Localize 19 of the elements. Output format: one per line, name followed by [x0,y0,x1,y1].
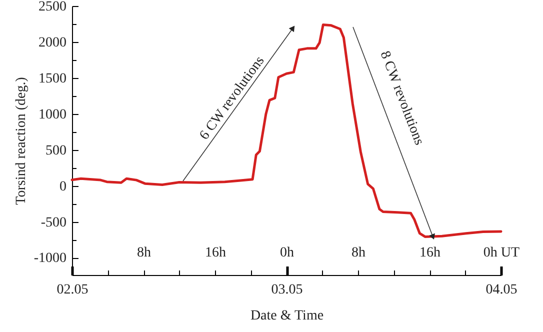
y-tick-label: 500 [46,143,66,158]
y-tick-label: 2500 [38,0,66,14]
y-tick-label: 1000 [38,107,66,122]
y-tick-label: -1000 [34,251,66,266]
y-tick-label: 0 [60,179,66,194]
x2-tick-label: 8h [352,246,366,260]
x2-tick-label: 0h [280,246,294,260]
x2-tick-label: 8h [137,246,151,260]
x-axis-title: Date & Time [250,308,324,324]
x2-tick-label: 16h [205,246,226,260]
x-tick-label: 02.05 [56,282,88,298]
x2-tick-label: 16h [420,246,440,260]
y-tick-label: 2000 [38,35,66,50]
y-axis-title: Torsind reaction (deg.) [14,76,29,205]
x-tick-label: 03.05 [271,282,303,298]
x2-tick-label: 0h UT [483,246,520,260]
y-tick-label: -500 [40,215,66,230]
x-tick-label: 04.05 [486,282,518,298]
y-tick-label: 1500 [38,71,66,86]
